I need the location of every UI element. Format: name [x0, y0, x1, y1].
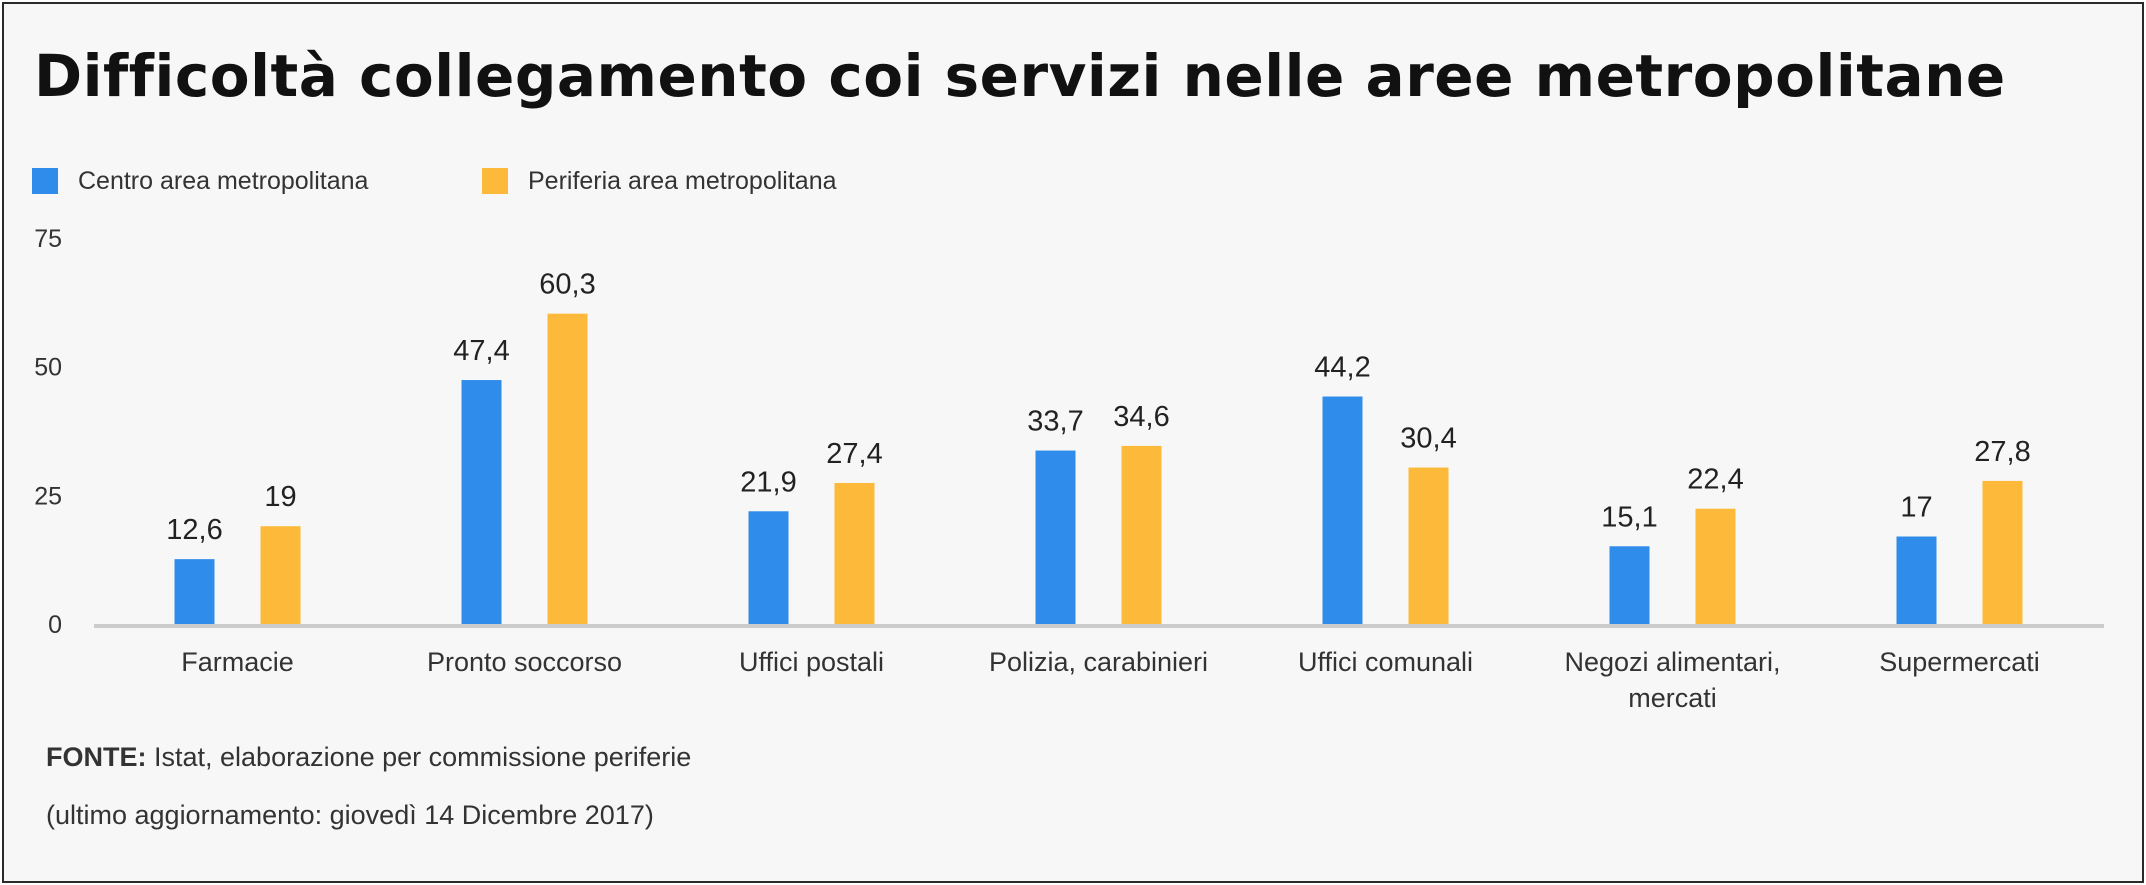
x-category-label: Pronto soccorso	[427, 647, 622, 677]
source-label: FONTE:	[46, 742, 147, 772]
bar-periferia	[834, 482, 875, 624]
x-category-label: Farmacie	[181, 647, 294, 677]
legend-item-centro: Centro area metropolitana	[32, 166, 368, 196]
bar-value-label: 17	[1900, 492, 1932, 524]
bar-centro	[1035, 450, 1076, 624]
bar-periferia	[547, 313, 588, 624]
bar-centro	[461, 380, 502, 624]
bar-periferia	[1408, 467, 1449, 624]
bar-value-label: 27,8	[1974, 436, 2030, 468]
x-category-label: Uffici comunali	[1298, 647, 1473, 677]
source-note: FONTE: Istat, elaborazione per commissio…	[46, 742, 691, 773]
bar-periferia	[1121, 445, 1162, 624]
y-tick-label: 25	[34, 482, 62, 510]
bar-value-label: 15,1	[1601, 501, 1657, 533]
bar-value-label: 47,4	[453, 335, 509, 367]
legend-item-periferia: Periferia area metropolitana	[482, 166, 837, 196]
bar-periferia	[1695, 508, 1736, 624]
bar-periferia	[260, 526, 301, 624]
x-category-label: Polizia, carabinieri	[989, 647, 1208, 677]
bar-value-label: 44,2	[1314, 352, 1370, 384]
bar-value-label: 19	[264, 481, 296, 513]
bar-value-label: 30,4	[1400, 423, 1456, 455]
x-category-label: Negozi alimentari,	[1564, 647, 1780, 677]
bar-value-label: 12,6	[166, 514, 222, 546]
bar-chart: 0 25 50 75 12,6 19 Farmacie 47,4 60,3 Pronto socc…	[34, 225, 2104, 713]
bar-value-label: 34,6	[1113, 401, 1169, 433]
bar-periferia	[1982, 480, 2023, 624]
source-text: Istat, elaborazione per commissione peri…	[146, 742, 692, 772]
bar-centro	[174, 559, 215, 624]
y-tick-label: 50	[34, 354, 62, 382]
bar-value-label: 22,4	[1687, 464, 1743, 496]
x-category-label: Supermercati	[1879, 647, 2040, 677]
legend-label-centro: Centro area metropolitana	[78, 166, 369, 195]
bar-centro	[1322, 396, 1363, 624]
bar-value-label: 33,7	[1027, 406, 1083, 438]
x-category-label: Uffici postali	[739, 647, 884, 677]
legend-swatch-centro	[32, 168, 58, 194]
y-tick-label: 0	[48, 611, 62, 639]
last-updated: (ultimo aggiornamento: giovedì 14 Dicemb…	[46, 800, 654, 830]
bar-value-label: 27,4	[826, 438, 882, 470]
bar-value-label: 21,9	[740, 466, 796, 498]
bar-value-label: 60,3	[539, 269, 595, 301]
legend-swatch-periferia	[482, 168, 508, 194]
bar-centro	[1609, 546, 1650, 624]
legend-label-periferia: Periferia area metropolitana	[528, 166, 837, 195]
bar-centro	[1896, 536, 1937, 624]
y-tick-label: 75	[34, 225, 62, 253]
chart-title: Difficoltà collegamento coi servizi nell…	[34, 42, 2006, 110]
bar-centro	[748, 511, 789, 624]
x-category-label: mercati	[1628, 683, 1717, 713]
